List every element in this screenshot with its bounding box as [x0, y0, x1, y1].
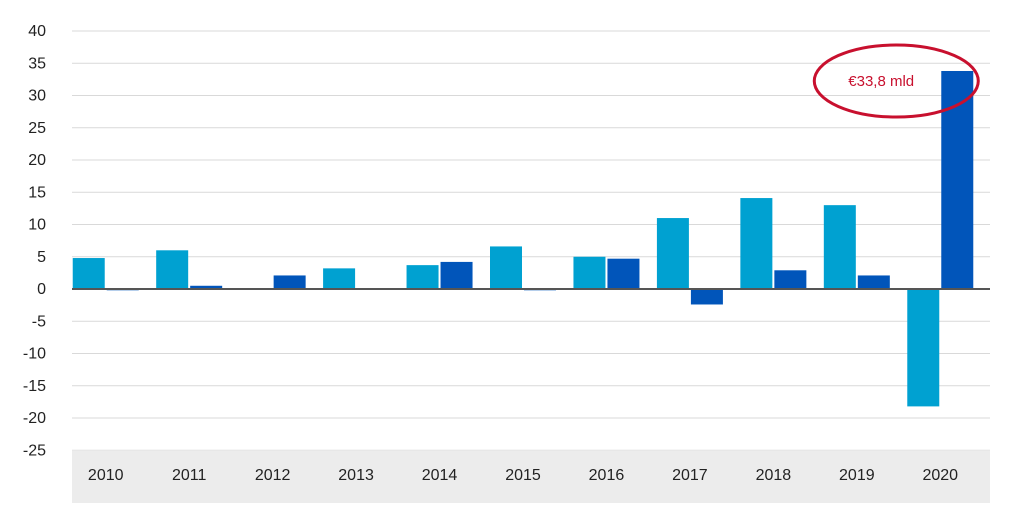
bar — [323, 268, 356, 289]
bar — [656, 218, 689, 289]
bar — [406, 265, 439, 289]
bar — [190, 285, 223, 289]
y-tick-label: 35 — [28, 55, 46, 72]
category-axis-band — [72, 450, 990, 503]
y-tick-label: 20 — [28, 152, 46, 169]
bar — [740, 198, 773, 289]
x-tick-label: 2013 — [338, 467, 374, 484]
y-tick-label: 40 — [28, 23, 46, 40]
y-tick-label: 10 — [28, 217, 46, 234]
bar — [573, 256, 606, 289]
x-tick-label: 2016 — [589, 467, 625, 484]
x-tick-label: 2015 — [505, 467, 541, 484]
bar — [941, 70, 974, 290]
y-tick-label: 25 — [28, 120, 46, 137]
annotation-label: €33,8 mld — [848, 73, 914, 90]
annotation-ellipse — [812, 43, 980, 119]
bar — [823, 205, 856, 289]
y-tick-label: 30 — [28, 88, 46, 105]
bar — [156, 250, 189, 289]
x-tick-label: 2018 — [756, 467, 792, 484]
y-tick-label: 15 — [28, 184, 46, 201]
bar — [690, 289, 723, 305]
bar — [273, 275, 306, 289]
x-tick-label: 2020 — [922, 467, 958, 484]
x-tick-label: 2019 — [839, 467, 875, 484]
y-tick-label: 5 — [37, 249, 46, 266]
x-tick-label: 2011 — [172, 467, 207, 484]
y-tick-label: 0 — [37, 281, 46, 298]
x-tick-label: 2014 — [422, 467, 458, 484]
bar — [440, 261, 473, 289]
bar — [774, 270, 807, 289]
x-tick-label: 2012 — [255, 467, 291, 484]
x-tick-label: 2010 — [88, 467, 124, 484]
y-tick-label: -20 — [23, 410, 46, 427]
bar — [490, 246, 522, 289]
category-band — [72, 450, 990, 503]
x-tick-label: 2017 — [672, 467, 708, 484]
bar — [857, 275, 890, 289]
annotation: €33,8 mld — [812, 43, 980, 119]
y-tick-label: -15 — [23, 378, 46, 395]
bar — [607, 258, 640, 289]
bars — [72, 70, 974, 407]
y-tick-label: -10 — [23, 346, 46, 363]
bar — [907, 289, 940, 407]
y-tick-label: -25 — [23, 442, 46, 459]
y-tick-label: -5 — [32, 313, 46, 330]
bar — [72, 258, 105, 289]
